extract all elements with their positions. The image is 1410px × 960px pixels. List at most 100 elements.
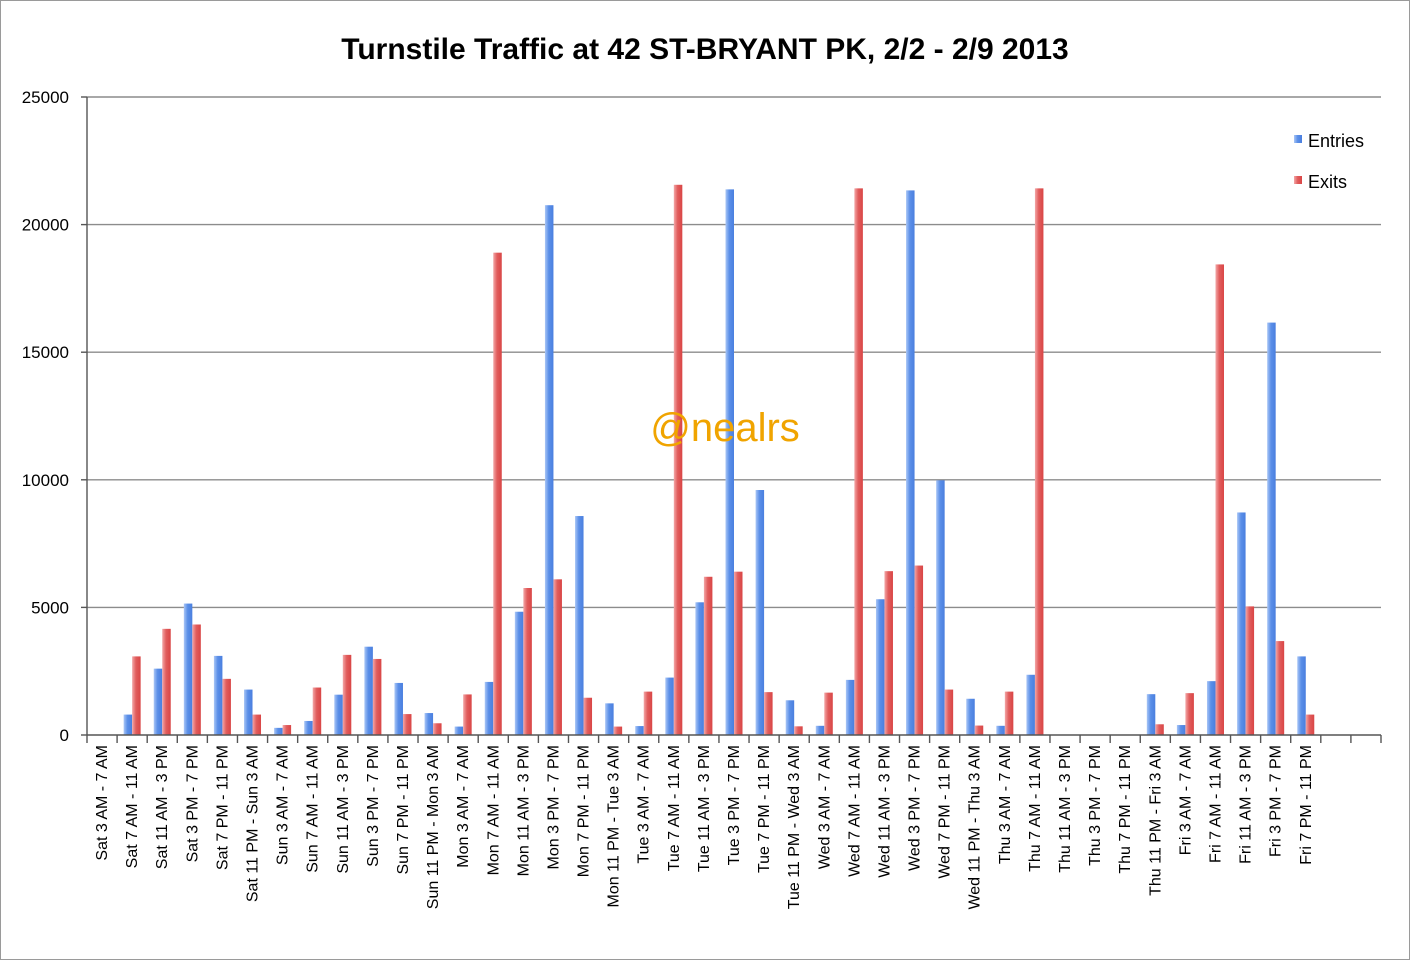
x-tick-label: Sat 3 AM - 7 AM <box>94 745 111 861</box>
x-tick-label: Mon 3 AM - 7 AM <box>455 745 472 868</box>
bar-exits <box>342 654 352 735</box>
watermark: @nealrs <box>650 406 800 450</box>
bar-exits <box>372 658 382 735</box>
bar-entries <box>875 599 885 735</box>
bar-exits <box>493 252 502 735</box>
y-tick-label: 20000 <box>22 216 69 235</box>
x-tick-label: Tue 11 PM - Wed 3 AM <box>786 745 803 909</box>
bar-exits <box>613 726 623 735</box>
bar-entries <box>815 725 825 735</box>
x-tick-label: Fri 7 PM - 11 PM <box>1298 745 1315 865</box>
bar-entries <box>304 720 313 735</box>
bar-exits <box>824 692 833 735</box>
x-tick-label: Sun 7 AM - 11 AM <box>305 745 322 873</box>
x-tick-label: Mon 7 AM - 11 AM <box>485 745 502 875</box>
x-tick-label: Mon 11 AM - 3 PM <box>515 745 532 876</box>
x-tick-label: Tue 7 PM - 11 PM <box>756 745 773 873</box>
bar-entries <box>845 679 855 735</box>
bar-exits <box>944 689 954 735</box>
bar-exits <box>282 725 292 735</box>
bar-entries <box>635 726 644 735</box>
x-tick-label: Fri 11 AM - 3 PM <box>1238 745 1255 864</box>
bar-entries <box>785 700 795 735</box>
bar-exits <box>974 725 984 735</box>
bar-exits <box>252 714 262 735</box>
bar-exits <box>312 687 322 735</box>
bar-exits <box>132 656 141 735</box>
x-tick-label: Sat 3 PM - 7 PM <box>184 745 201 862</box>
x-tick-label: Wed 11 PM - Thu 3 AM <box>967 745 984 910</box>
bar-entries <box>1237 512 1246 735</box>
bar-exits <box>1275 641 1285 735</box>
bar-entries <box>695 602 704 735</box>
x-tick-label: Thu 7 AM - 11 AM <box>1027 745 1044 872</box>
bar-entries <box>996 725 1005 735</box>
x-tick-label: Sat 7 PM - 11 PM <box>214 745 231 870</box>
bar-exits <box>764 692 773 735</box>
bar-exits <box>1034 188 1044 736</box>
bar-entries <box>484 681 494 735</box>
x-tick-label: Sun 3 PM - 7 PM <box>365 745 382 867</box>
bar-entries <box>364 646 373 735</box>
bar-entries <box>1297 656 1306 735</box>
bar-exits <box>1155 724 1164 735</box>
bar-exits <box>1215 264 1224 735</box>
x-tick-label: Thu 7 PM - 11 PM <box>1117 745 1134 874</box>
y-tick-label: 10000 <box>22 471 69 490</box>
bar-entries <box>605 703 614 735</box>
bar-entries <box>1206 681 1216 735</box>
y-tick-label: 0 <box>60 726 69 745</box>
bar-entries <box>1176 725 1186 735</box>
bar-exits <box>1305 714 1315 735</box>
x-tick-label: Mon 3 PM - 7 PM <box>545 745 562 869</box>
bar-exits <box>553 579 562 735</box>
legend-label-exits: Exits <box>1308 172 1347 192</box>
bar-exits <box>1245 606 1255 735</box>
bar-entries <box>575 516 584 735</box>
bar-entries <box>1267 322 1276 735</box>
axes: 0 5000 10000 15000 20000 25000 Sat 3 AM - 7 AM… <box>22 88 1382 910</box>
bar-entries <box>514 611 524 735</box>
bars <box>123 184 1315 736</box>
chart-title: Turnstile Traffic at 42 ST-BRYANT PK, 2/… <box>341 33 1069 66</box>
bar-entries <box>454 726 464 735</box>
x-tick-label: Wed 3 PM - 7 PM <box>907 745 924 871</box>
bar-entries <box>244 689 253 735</box>
bar-exits <box>914 565 924 735</box>
x-tick-label: Tue 7 AM - 11 AM <box>666 745 683 871</box>
bar-entries <box>544 205 554 735</box>
bar-exits <box>162 628 171 735</box>
x-tick-label: Thu 3 PM - 7 PM <box>1087 745 1104 866</box>
x-tick-label: Tue 3 PM - 7 PM <box>726 745 743 865</box>
bar-exits <box>463 694 472 735</box>
bar-entries <box>936 480 945 735</box>
bar-exits <box>643 691 653 735</box>
x-tick-label: Wed 11 AM - 3 PM <box>876 745 893 878</box>
bar-exits <box>854 188 863 736</box>
bar-entries <box>394 682 403 735</box>
x-tick-label: Thu 11 PM - Fri 3 AM <box>1147 745 1164 896</box>
bar-exits <box>523 588 532 735</box>
bar-exits <box>794 726 803 735</box>
bar-exits <box>222 678 231 735</box>
bar-entries <box>424 713 434 735</box>
y-tick-label: 25000 <box>22 88 69 107</box>
bar-exits <box>703 576 713 735</box>
x-tick-label: Fri 3 PM - 7 PM <box>1268 745 1285 857</box>
bar-entries <box>1026 674 1035 735</box>
bar-entries <box>906 190 915 735</box>
x-tick-label: Sun 3 AM - 7 AM <box>275 745 292 865</box>
y-tick-label: 15000 <box>22 343 69 362</box>
bar-entries <box>665 677 674 735</box>
x-tick-label: Tue 3 AM - 7 AM <box>636 745 653 864</box>
bar-exits <box>1185 693 1194 735</box>
bar-exits <box>673 184 683 735</box>
bar-exits <box>583 697 593 735</box>
x-tick-label: Mon 11 PM - Tue 3 AM <box>606 745 623 907</box>
x-tick-label: Sun 11 AM - 3 PM <box>335 745 352 874</box>
bar-entries <box>274 727 283 735</box>
bar-exits <box>1004 691 1014 735</box>
y-tick-label: 5000 <box>31 598 69 617</box>
